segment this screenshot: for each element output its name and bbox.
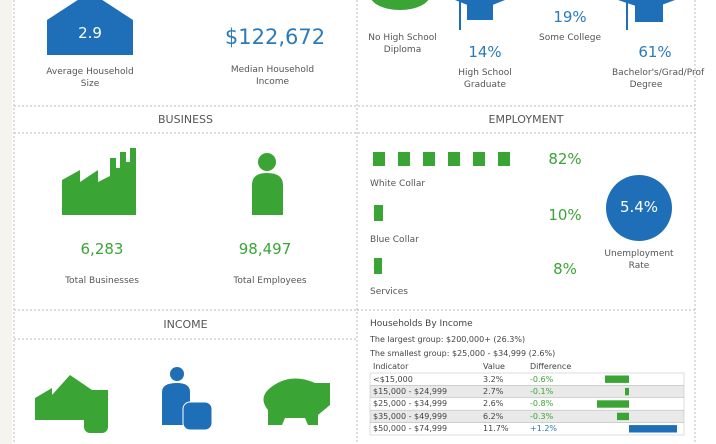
employment-label: Blue Collar: [370, 235, 419, 245]
edu-label: No High School Diploma: [368, 33, 437, 55]
value: 6.2%: [483, 411, 504, 421]
table-row: [369, 372, 685, 386]
section-title: INCOME: [163, 318, 208, 331]
household-size: 2.9: [78, 24, 102, 42]
table-title: Households By Income: [370, 319, 473, 329]
difference-bar: [597, 400, 629, 408]
business-value: 6,283: [80, 240, 124, 258]
unemployment-circle: [606, 175, 672, 241]
difference-bar: [605, 375, 629, 383]
indicator: $50,000 - $74,999: [373, 424, 448, 434]
difference: -0.8%: [530, 399, 554, 409]
employee-icon: [252, 153, 283, 215]
median-income: $122,672: [224, 25, 326, 49]
indicator: $15,000 - $24,999: [373, 386, 448, 396]
difference: -0.6%: [530, 374, 554, 384]
table-header: Difference: [530, 362, 572, 371]
houses-icon: [35, 375, 108, 433]
table-header: Indicator: [373, 362, 409, 371]
difference: +1.2%: [530, 424, 558, 434]
difference-bar: [617, 412, 629, 421]
cap-icons: [455, 0, 675, 30]
indicator: <$15,000: [373, 374, 413, 384]
employment-label: Services: [370, 287, 408, 297]
edu-value: 61%: [638, 43, 672, 61]
section-title: EMPLOYMENT: [488, 113, 564, 126]
table-note: The smallest group: $25,000 - $34,999 (2…: [370, 349, 556, 358]
section-title: BUSINESS: [158, 113, 213, 126]
employment-value: 10%: [548, 206, 582, 224]
difference: -0.3%: [530, 411, 554, 421]
value: 3.2%: [483, 374, 504, 384]
indicator: $25,000 - $34,999: [373, 399, 448, 409]
value: 11.7%: [483, 424, 509, 434]
business-label: Total Employees: [233, 276, 307, 286]
difference-bar: [629, 425, 677, 433]
edu-label: Some College: [539, 33, 601, 43]
business-label: Total Businesses: [65, 276, 139, 286]
indicator: $35,000 - $49,999: [373, 411, 448, 421]
household-size-label: Average Household Size: [46, 67, 134, 89]
edu-label: High School Graduate: [458, 68, 512, 90]
employment-label: White Collar: [370, 179, 426, 189]
unemployment-value: 5.4%: [619, 198, 659, 216]
edu-label: Bachelor's/Grad/Prof Degree: [612, 68, 705, 90]
worker-icons: [373, 152, 510, 274]
employment-value: 82%: [548, 150, 582, 168]
table-row: [369, 422, 685, 436]
value: 2.6%: [483, 399, 504, 409]
unemployment-label: Unemployment Rate: [604, 249, 674, 271]
piggy-icon: [263, 378, 330, 425]
edu-value: 14%: [468, 43, 502, 61]
business-value: 98,497: [238, 240, 292, 258]
median-income-label: Median Household Income: [230, 65, 315, 87]
factory-icon: [62, 148, 136, 215]
green-circle: [371, 0, 429, 10]
employment-value: 8%: [553, 260, 577, 278]
person-coins-icon: [162, 367, 213, 431]
difference: -0.1%: [530, 386, 554, 396]
value: 2.7%: [483, 386, 504, 396]
difference-bar: [625, 387, 629, 396]
dividers: [13, 0, 696, 444]
house-icon: [47, 0, 133, 55]
side-strip: [0, 0, 12, 444]
table-header: Value: [483, 362, 505, 371]
table-note: The largest group: $200,000+ (26.3%): [370, 335, 526, 344]
edu-value: 19%: [553, 8, 587, 26]
income-table: [369, 372, 685, 436]
